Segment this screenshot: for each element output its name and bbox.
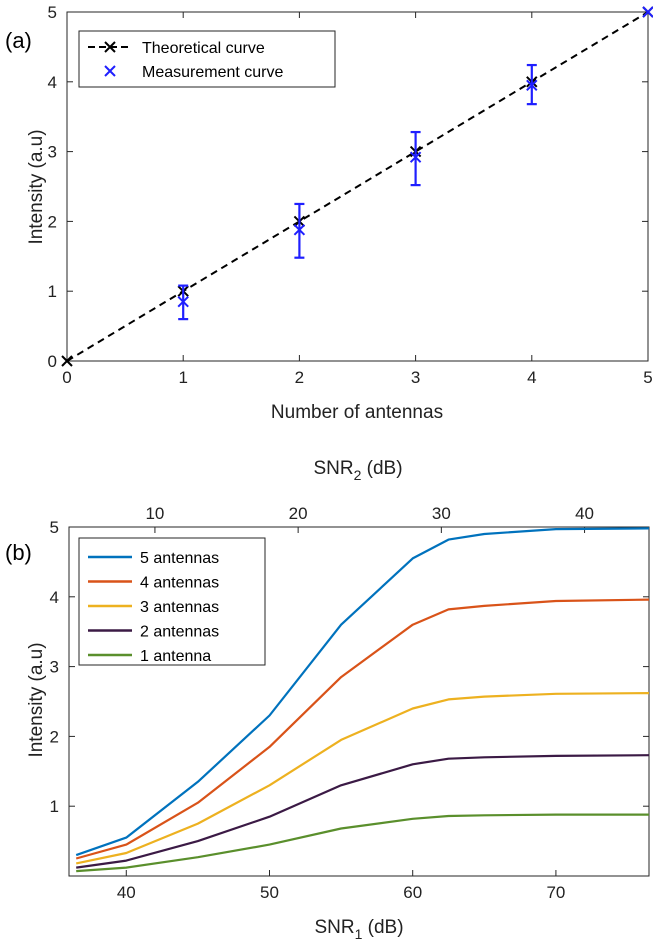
legend-theoretical-marker: [104, 41, 116, 53]
y-tick-label: 4: [50, 588, 59, 607]
panel-a-y-axis-title: Intensity (a.u): [26, 129, 47, 244]
series-line-2: [75, 598, 650, 860]
measurement-point: [526, 79, 538, 91]
measurement-point: [642, 6, 653, 18]
x2-tick-label: 30: [432, 504, 451, 523]
panel-b-label: (b): [5, 540, 32, 565]
panel-a-x-axis-title: Number of antennas: [271, 402, 443, 423]
panel-b-x-axis-title: SNR1 (dB): [314, 917, 403, 942]
theoretical-curve-line: [66, 11, 649, 362]
x-tick-label: 50: [260, 883, 279, 902]
measurement-point: [177, 295, 189, 308]
measurement-point: [293, 224, 306, 236]
panel-b-legend: 5 antennas 4 antennas 3 antennas 2 antennas…: [78, 537, 266, 666]
x-tick-label: 2: [295, 368, 304, 387]
y-tick-label: 2: [50, 727, 59, 746]
x-tick-label: 0: [62, 368, 71, 387]
y-tick-label: 2: [48, 212, 57, 231]
legend-label: 1 antenna: [140, 648, 211, 665]
panel-b-y-axis-title: Intensity (a.u): [26, 642, 47, 757]
x-tick-label: 40: [117, 883, 136, 902]
panel-a-series: [61, 6, 653, 367]
x2-tick-label: 10: [145, 504, 164, 523]
y-tick-label: 3: [48, 143, 57, 162]
legend-label: 3 antennas: [140, 599, 219, 616]
panel-b-top-axis-title: SNR2 (dB): [313, 458, 402, 483]
measurement-point: [409, 151, 422, 163]
series-line-1: [75, 527, 650, 857]
x-tick-label: 3: [411, 368, 420, 387]
x-title-main: SNR: [314, 917, 354, 938]
x2-tick-label: 20: [289, 504, 308, 523]
panel-a-legend: Theoretical curve Measurement curve: [78, 30, 336, 88]
y-tick-label: 4: [48, 73, 57, 92]
panel-b-legend-box: [78, 537, 266, 666]
legend-measurement-label: Measurement curve: [142, 64, 283, 81]
series-line-3: [75, 692, 650, 865]
y-tick-label: 1: [50, 797, 59, 816]
y-tick-label: 1: [48, 282, 57, 301]
x-tick-label: 70: [546, 883, 565, 902]
panel-a: (a) 0 1 2 3 4 5 0 1 2 3 4 5 Number of antennas Inte…: [5, 3, 653, 423]
panel-a-legend-box: [78, 30, 336, 88]
legend-label: 4 antennas: [140, 575, 219, 592]
panel-b-series: [75, 527, 650, 873]
panel-b-ticks: 40 50 60 70 10 20 30 40 1 2 3 4 5: [50, 504, 649, 902]
theoretical-point: [61, 355, 73, 367]
x2-title-subscript: 2: [354, 467, 362, 483]
panel-b-plot-frame: [68, 526, 650, 877]
panel-a-ticks: 0 1 2 3 4 5 0 1 2 3 4 5: [48, 3, 653, 387]
series-line-5: [76, 813, 649, 873]
x-tick-label: 4: [527, 368, 536, 387]
legend-label: 5 antennas: [140, 550, 219, 567]
panel-a-plot-frame: [66, 11, 649, 362]
legend-theoretical-label: Theoretical curve: [142, 40, 265, 57]
x-tick-label: 1: [178, 368, 187, 387]
x2-tick-label: 40: [575, 504, 594, 523]
legend-measurement-marker: [104, 65, 116, 77]
y-tick-label: 0: [48, 352, 57, 371]
x-tick-label: 5: [643, 368, 652, 387]
y-tick-label: 5: [48, 3, 57, 22]
panel-a-label: (a): [5, 28, 32, 53]
y-tick-label: 3: [50, 658, 59, 677]
x2-title-main: SNR: [313, 458, 353, 479]
x-title-unit: (dB): [362, 917, 403, 938]
x2-title-unit: (dB): [361, 458, 402, 479]
y-tick-label: 5: [50, 518, 59, 537]
legend-label: 2 antennas: [140, 624, 219, 641]
x-tick-label: 60: [403, 883, 422, 902]
series-line-4: [76, 754, 650, 869]
x-title-subscript: 1: [355, 926, 363, 942]
